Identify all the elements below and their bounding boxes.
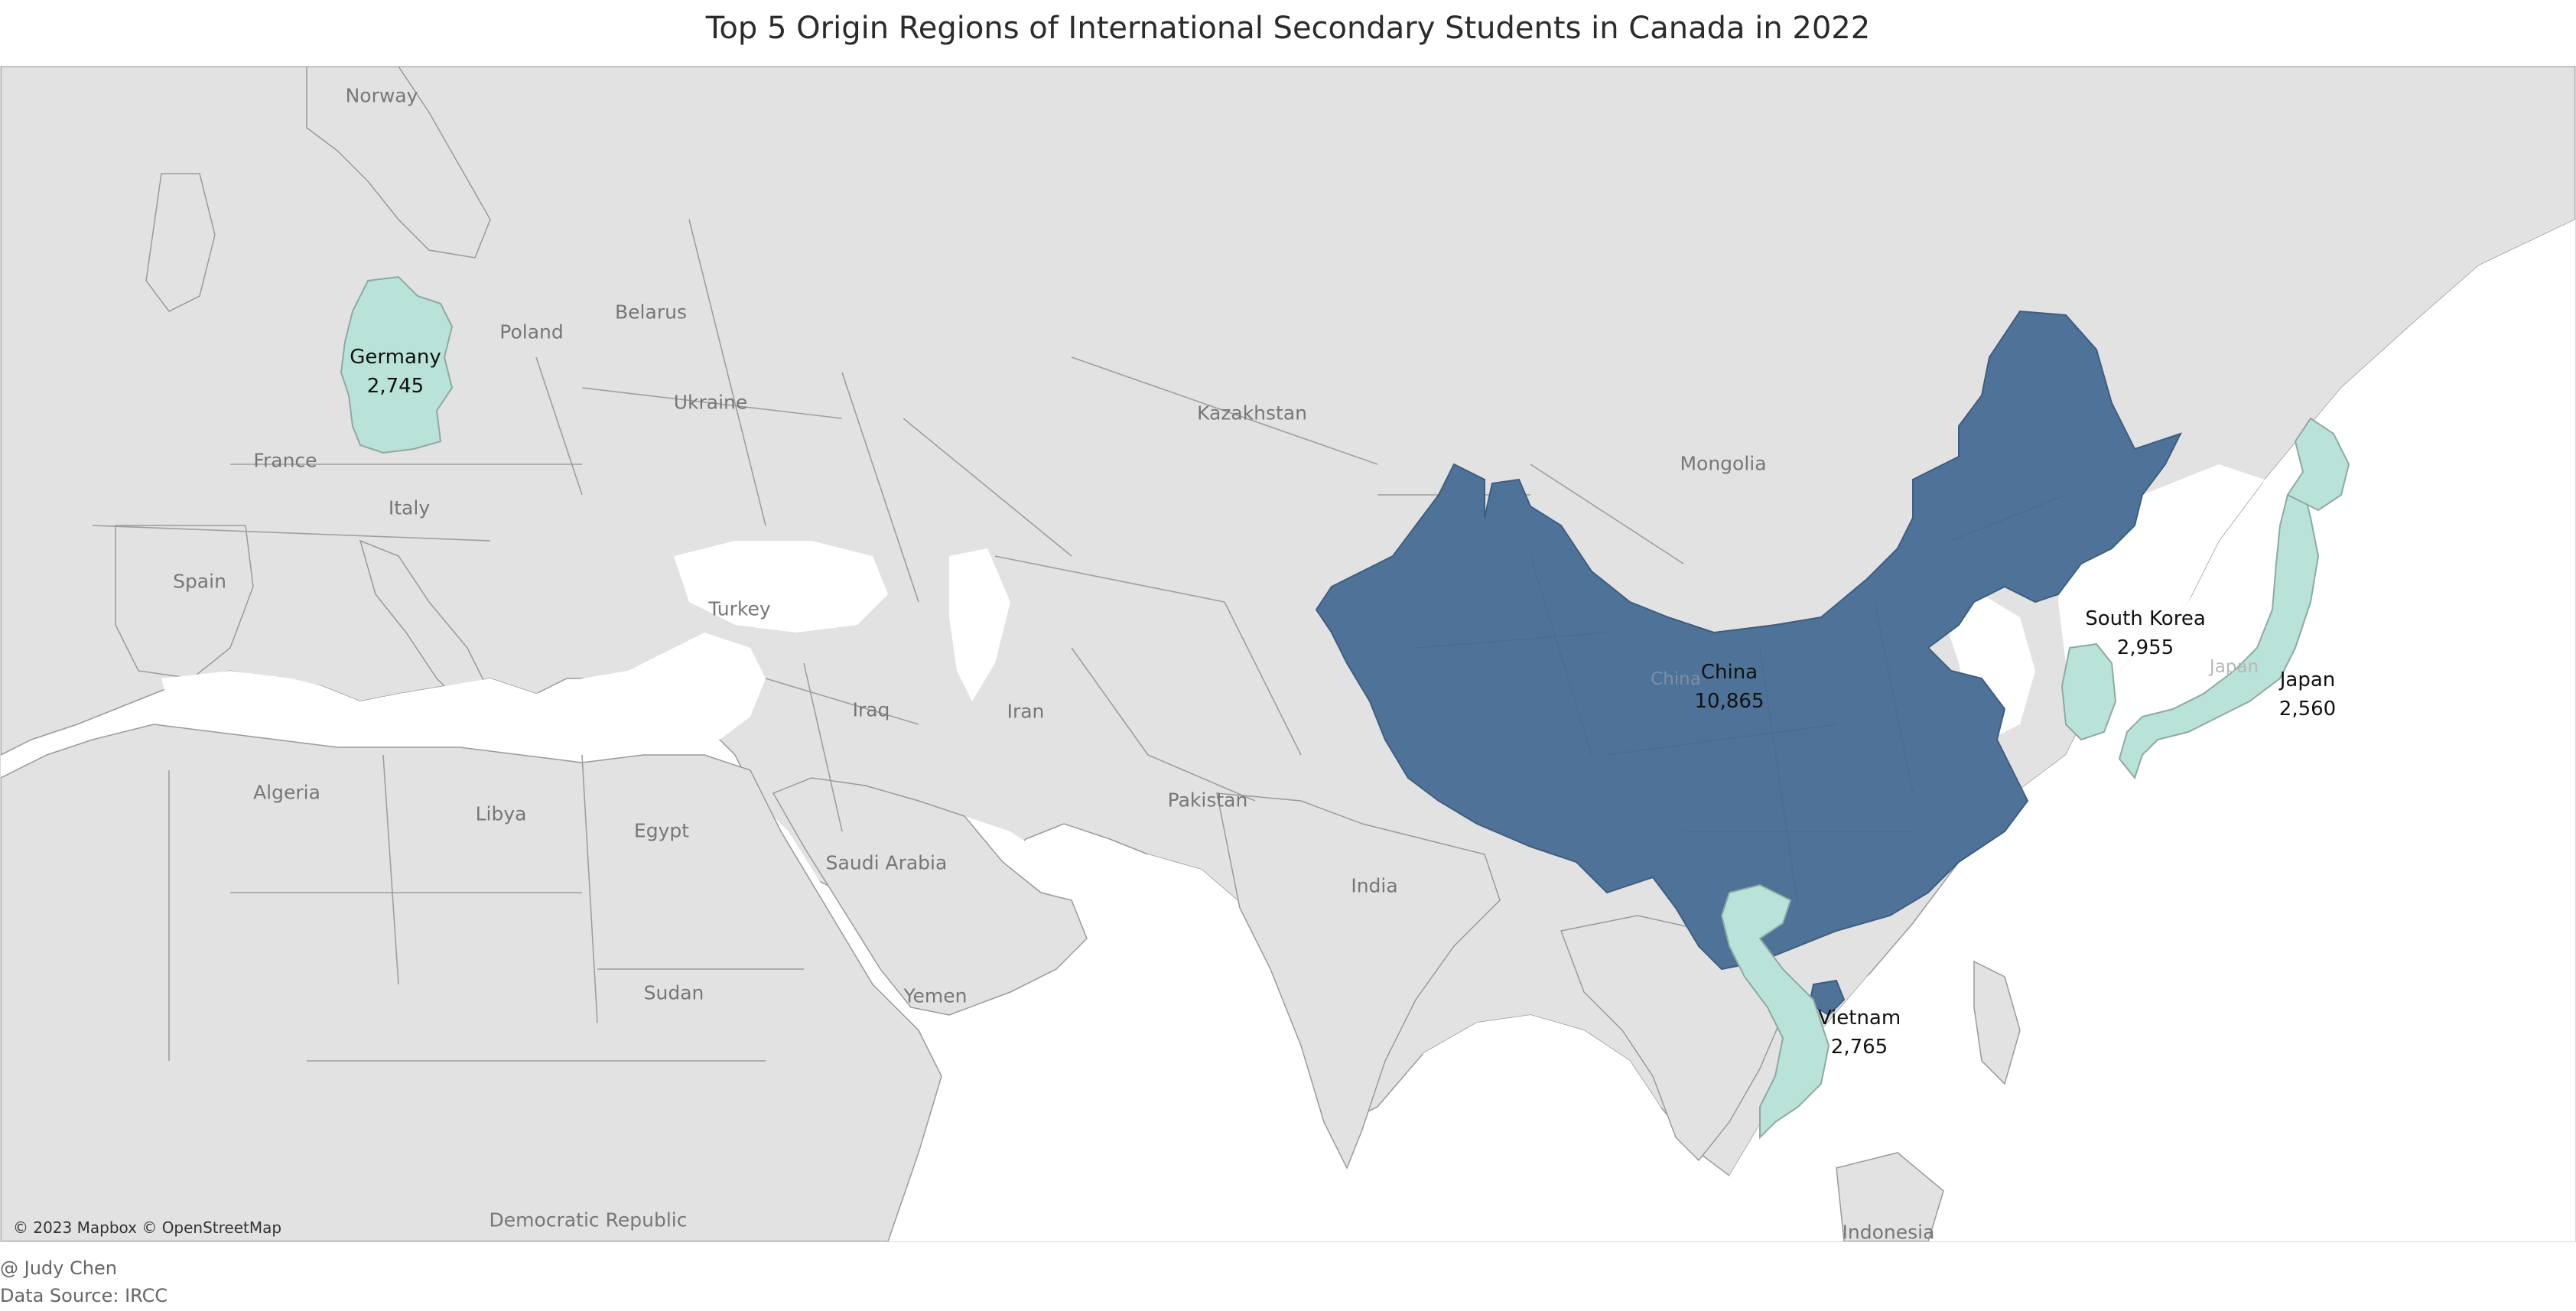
sea-caspian [949,548,1010,701]
region-name: Germany [350,346,441,369]
chart-title: Top 5 Origin Regions of International Se… [705,11,1871,46]
region-value: 2,560 [2278,698,2337,721]
label-italy: Italy [388,496,431,519]
data-label-vietnam[interactable]: Vietnam 2,765 [1818,1004,1901,1062]
label-india: India [1351,874,1398,897]
label-libya: Libya [475,802,527,825]
data-label-china[interactable]: China 10,865 [1695,658,1764,716]
label-norway: Norway [345,84,418,107]
basemap[interactable] [1,67,2575,1241]
label-poland: Poland [499,320,564,343]
region-name: China [1700,661,1758,684]
region-china [1315,310,2182,971]
label-france: France [253,449,317,472]
region-south-korea [2060,642,2117,741]
region-hokkaido [2286,417,2350,512]
land-africa [1,724,942,1241]
land-uk [145,173,216,312]
data-label-japan[interactable]: Japan 2,560 [2279,665,2336,724]
land-arabia [772,777,1088,1016]
region-value: 2,745 [366,375,424,398]
label-algeria: Algeria [253,781,320,804]
data-label-south-korea[interactable]: South Korea 2,955 [2085,604,2206,662]
region-name: South Korea [2085,607,2206,630]
label-mongolia: Mongolia [1680,452,1767,475]
region-value: 10,865 [1694,690,1764,713]
region-name: Vietnam [1817,1007,1901,1030]
region-value: 2,765 [1830,1036,1888,1059]
label-china-faint: China [1651,669,1701,689]
label-iran: Iran [1007,700,1045,723]
label-ukraine: Ukraine [673,391,748,414]
land-india [1216,792,1501,1169]
label-belarus: Belarus [615,301,687,324]
region-name: Japan [2279,669,2336,691]
region-value: 2,955 [2116,636,2174,659]
land-philippines [1973,960,2021,1085]
land-borneo [1836,1152,1944,1241]
label-democratic-republic: Democratic Republic [489,1209,688,1231]
region-germany [340,275,454,454]
label-egypt: Egypt [633,819,690,842]
label-indonesia: Indonesia [1842,1221,1935,1242]
label-spain: Spain [173,570,226,593]
sea-pacific [1928,220,2575,1241]
sea-bay-of-bengal [1370,1015,1683,1241]
label-iraq: Iraq [852,698,890,721]
land-iberia [115,525,254,679]
footer-source: Data Source: IRCC [0,1285,168,1306]
data-label-germany[interactable]: Germany 2,745 [350,343,441,401]
map-view[interactable]: Norway Poland Belarus Ukraine France Ita… [0,66,2576,1242]
sea-yellow [1943,594,2035,740]
region-vietnam [1720,883,1830,1140]
region-japan [2118,486,2320,780]
label-yemen: Yemen [903,984,968,1007]
label-saudi-arabia: Saudi Arabia [825,851,948,874]
sea-persian-gulf [964,816,1072,893]
sea-mediterranean [161,633,766,755]
footer-author: @ Judy Chen [0,1257,117,1279]
sea-black [674,541,888,633]
label-turkey: Turkey [708,597,771,620]
label-japan-faint: Japan [2209,657,2259,677]
label-sudan: Sudan [643,981,704,1004]
label-kazakhstan: Kazakhstan [1196,402,1308,425]
land-scandinavia [306,67,491,259]
label-pakistan: Pakistan [1167,789,1248,812]
map-attribution[interactable]: © 2023 Mapbox © OpenStreetMap [13,1218,282,1237]
